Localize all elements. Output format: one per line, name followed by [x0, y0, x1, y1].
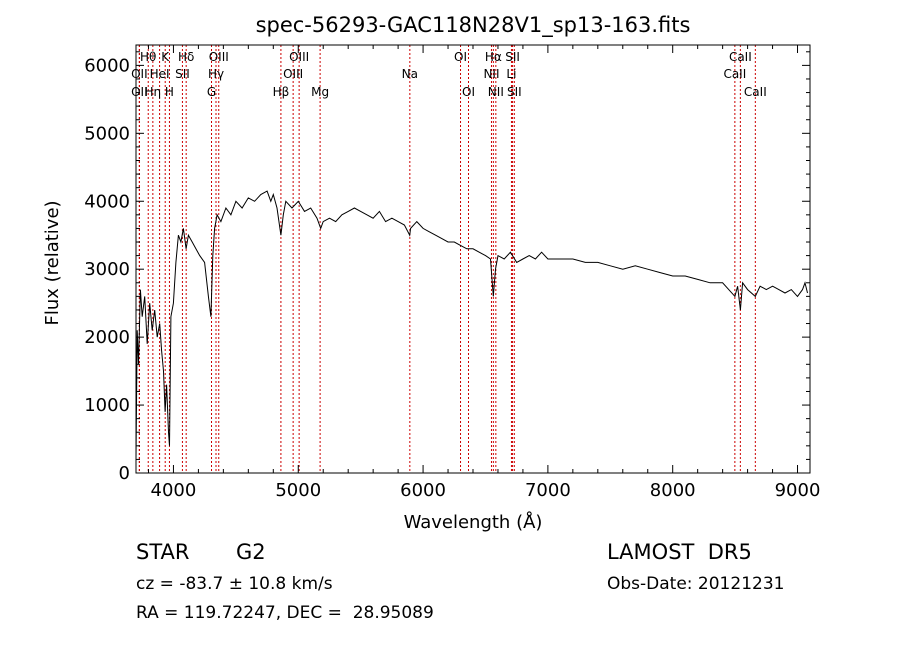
y-tick-label: 4000 [84, 191, 130, 212]
y-tick-label: 5000 [84, 123, 130, 144]
spectral-line-label: OII [131, 85, 148, 99]
spectral-line-label: NII [488, 85, 504, 99]
spectral-line-label: HeI [150, 67, 170, 81]
axis-ticks: 4000 5000 6000 7000 8000 9000 0 1000 2000 3000 400… [84, 45, 820, 501]
spectral-line-label: SII [505, 50, 520, 64]
y-axis-label: Flux (relative) [42, 200, 63, 325]
spectral-line-label: CaII [723, 67, 746, 81]
redshift-readout: cz = -83.7 ± 10.8 km/s [136, 574, 333, 594]
chart-title: spec-56293-GAC118N28V1_sp13-163.fits [256, 13, 691, 38]
spectral-line-label: Hβ [273, 85, 290, 99]
spectral-line-label: SII [507, 85, 522, 99]
y-tick-label: 1000 [84, 395, 130, 416]
spectral-line-label: OIII [283, 67, 303, 81]
coordinates: RA = 119.72247, DEC = 28.95089 [136, 603, 434, 623]
x-tick-label: 9000 [775, 480, 821, 501]
spectral-line-label: Hη [145, 85, 162, 99]
spectral-line-label: OII [131, 67, 148, 81]
spectral-line-label: CaII [729, 50, 752, 64]
object-type: STAR [136, 540, 190, 564]
x-tick-label: 7000 [525, 480, 571, 501]
spectral-line-label: Mg [311, 85, 329, 99]
x-tick-label: 5000 [275, 480, 321, 501]
survey-label: LAMOST DR5 [607, 540, 752, 564]
y-tick-label: 3000 [84, 259, 130, 280]
y-tick-label: 6000 [84, 55, 130, 76]
spectral-line-label: K [161, 50, 170, 64]
spectral-line-label: Hδ [178, 50, 194, 64]
spectral-line-label: OI [462, 85, 475, 99]
plot-frame [135, 44, 811, 474]
spectral-line-label: NII [483, 67, 499, 81]
spectrum-series-line [135, 190, 808, 460]
spectral-line-label: OIII [209, 50, 229, 64]
x-tick-label: 8000 [650, 480, 696, 501]
spectral-line-label: OIII [289, 50, 309, 64]
spectral-line-label: OI [454, 50, 467, 64]
spectral-line-label: Hα [485, 50, 502, 64]
spectral-line-label: Li [506, 67, 516, 81]
spectral-line-markers [138, 45, 756, 473]
y-tick-label: 0 [119, 463, 130, 484]
spectral-line-label: H [165, 85, 174, 99]
spectral-line-label: Hθ [140, 50, 156, 64]
obs-date: Obs-Date: 20121231 [607, 574, 785, 594]
spectral-line-label: CaII [744, 85, 767, 99]
y-tick-label: 2000 [84, 327, 130, 348]
spectral-line-label: G [207, 85, 216, 99]
spectral-line-label: Na [402, 67, 418, 81]
spectral-line-label: SII [175, 67, 190, 81]
x-axis-label: Wavelength (Å) [404, 511, 543, 533]
x-tick-label: 6000 [400, 480, 446, 501]
spectral-line-label: Hγ [208, 67, 224, 81]
x-tick-label: 4000 [151, 480, 197, 501]
object-subclass: G2 [236, 540, 266, 564]
